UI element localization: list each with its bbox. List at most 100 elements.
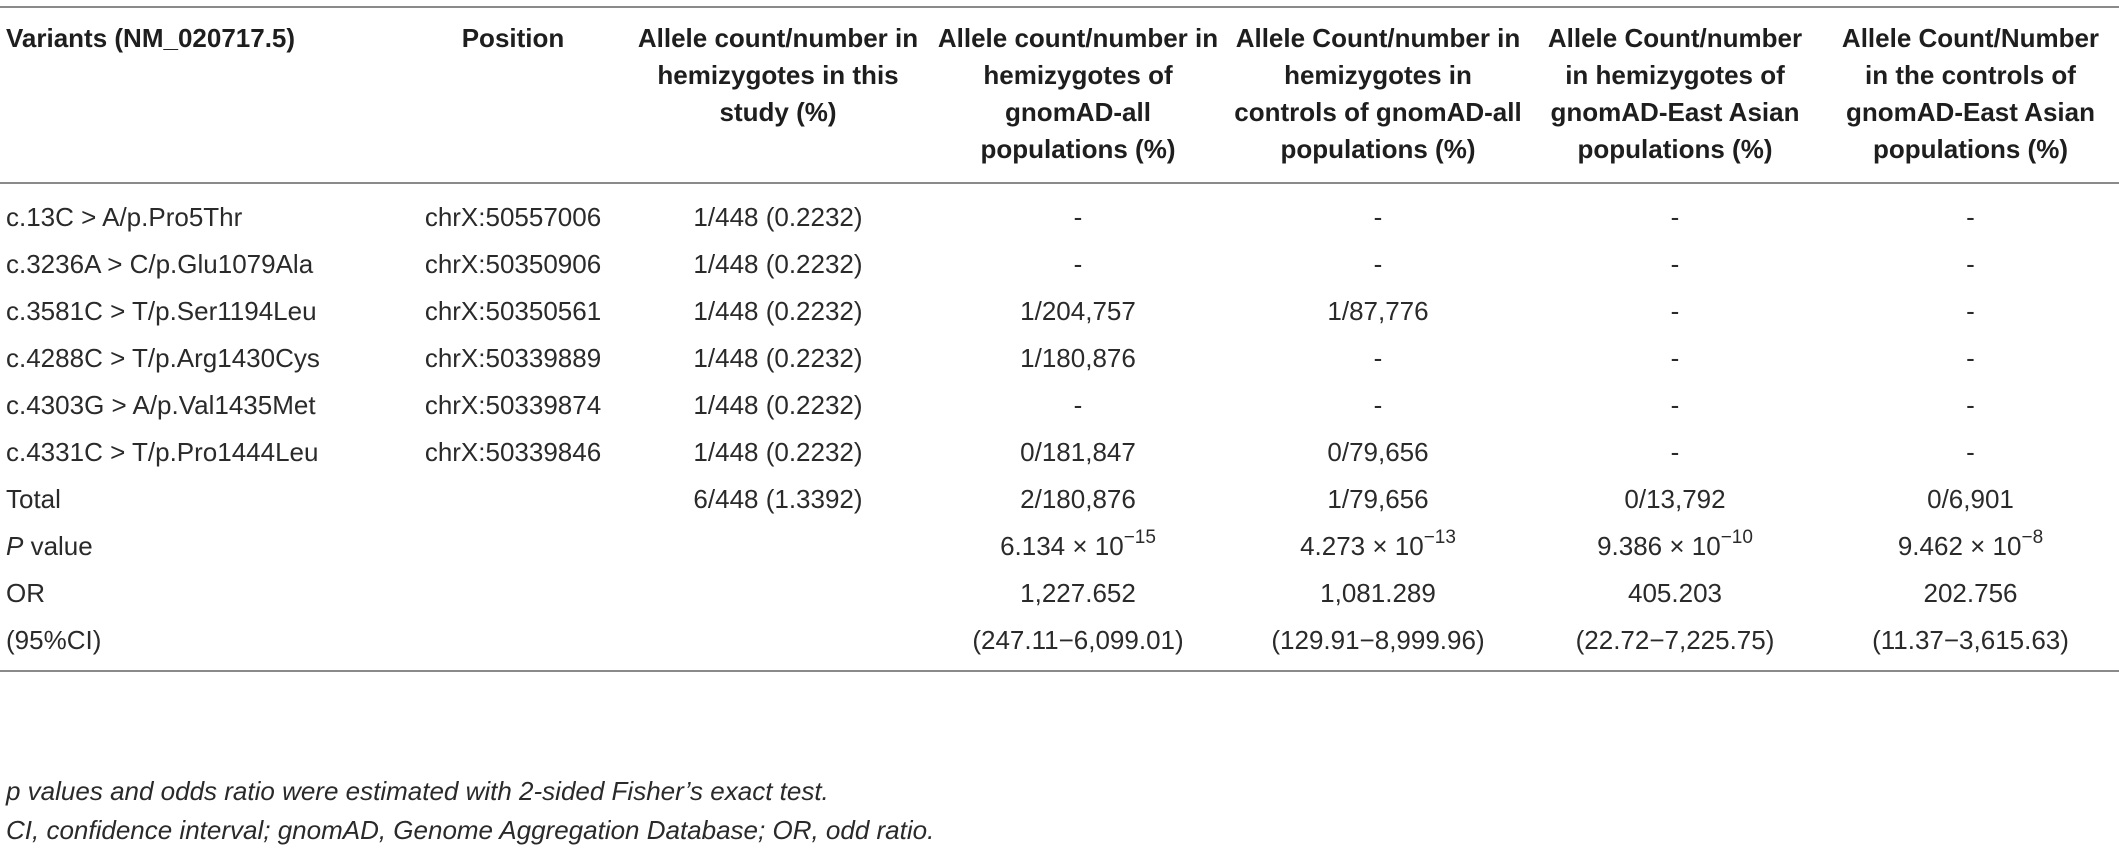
gnomad-all-controls-cell: -	[1373, 249, 1383, 279]
table-row: c.4288C > T/p.Arg1430Cys chrX:50339889 1…	[0, 335, 2119, 382]
gnomad-all-controls-cell: 1/87,776	[1327, 296, 1429, 326]
p-value-base: 9.462 × 10	[1897, 531, 2022, 561]
gnomad-east-asian-controls-cell: -	[1966, 437, 1975, 467]
confidence-interval-cell: (247.11−6,099.01)	[972, 625, 1184, 655]
column-header-gnomad-all-controls: Allele Count/number in hemizygotes in co…	[1234, 23, 1522, 164]
gnomad-all-cell: 0/181,847	[1020, 437, 1136, 467]
position-cell: chrX:50350561	[424, 296, 602, 326]
confidence-interval-label: (95%CI)	[6, 625, 102, 655]
p-value-exponent: −10	[1720, 527, 1753, 549]
gnomad-all-cell: 1/204,757	[1020, 296, 1136, 326]
gnomad-east-asian-controls-cell: 0/6,901	[1927, 484, 2014, 514]
confidence-interval-row: (95%CI) (247.11−6,099.01) (129.91−8,999.…	[0, 617, 2119, 671]
variants-table: Variants (NM_020717.5) Position Allele c…	[0, 6, 2119, 672]
empty-cell	[628, 523, 928, 570]
confidence-interval-cell: (11.37−3,615.63)	[1872, 625, 2069, 655]
position-cell: chrX:50350906	[424, 249, 602, 279]
gnomad-all-controls-cell: -	[1373, 390, 1383, 420]
gnomad-all-controls-cell: -	[1373, 202, 1383, 232]
column-header-position: Position	[461, 23, 565, 53]
gnomad-east-asian-controls-cell: -	[1966, 296, 1975, 326]
position-cell: chrX:50557006	[424, 202, 602, 232]
gnomad-east-asian-cell: -	[1670, 249, 1680, 279]
column-header-gnomad-all: Allele count/number in hemizygotes of gn…	[937, 23, 1219, 164]
column-header-this-study: Allele count/number in hemizygotes in th…	[637, 23, 919, 127]
p-value-row: P value 6.134 × 10−15 4.273 × 10−13 9.38…	[0, 523, 2119, 570]
table-row: c.4331C > T/p.Pro1444Leu chrX:50339846 1…	[0, 429, 2119, 476]
this-study-cell: 1/448 (0.2232)	[693, 296, 863, 326]
variant-cell: c.3581C > T/p.Ser1194Leu	[6, 296, 317, 326]
p-value-cell: 6.134 × 10−15	[928, 523, 1228, 570]
total-label: Total	[6, 484, 61, 514]
gnomad-all-controls-cell: 1/79,656	[1327, 484, 1429, 514]
table-header: Variants (NM_020717.5) Position Allele c…	[0, 7, 2119, 183]
p-value-exponent: −15	[1123, 527, 1156, 549]
empty-cell	[398, 617, 628, 671]
table-body: c.13C > A/p.Pro5Thr chrX:50557006 1/448 …	[0, 183, 2119, 671]
odds-ratio-row: OR 1,227.652 1,081.289 405.203 202.756	[0, 570, 2119, 617]
p-value-base: 6.134 × 10	[1000, 531, 1124, 561]
position-cell: chrX:50339874	[424, 390, 602, 420]
gnomad-all-cell: -	[1073, 390, 1083, 420]
table-row: c.3581C > T/p.Ser1194Leu chrX:50350561 1…	[0, 288, 2119, 335]
gnomad-east-asian-controls-cell: -	[1966, 202, 1975, 232]
this-study-cell: 1/448 (0.2232)	[693, 249, 863, 279]
gnomad-east-asian-controls-cell: -	[1966, 390, 1975, 420]
p-value-cell: 9.386 × 10−10	[1528, 523, 1822, 570]
variant-cell: c.3236A > C/p.Glu1079Ala	[6, 249, 314, 279]
gnomad-east-asian-cell: -	[1670, 390, 1680, 420]
column-header-gnomad-east-asian: Allele Count/number in hemizygotes of gn…	[1547, 23, 1803, 164]
gnomad-east-asian-controls-cell: -	[1966, 249, 1975, 279]
variant-cell: c.13C > A/p.Pro5Thr	[6, 202, 243, 232]
table-row: c.4303G > A/p.Val1435Met chrX:50339874 1…	[0, 382, 2119, 429]
variant-cell: c.4303G > A/p.Val1435Met	[6, 390, 316, 420]
gnomad-all-cell: -	[1073, 202, 1083, 232]
gnomad-east-asian-controls-cell: -	[1966, 343, 1975, 373]
empty-cell	[398, 570, 628, 617]
p-value-label: P value	[0, 523, 398, 570]
gnomad-east-asian-cell: -	[1670, 202, 1680, 232]
gnomad-east-asian-cell: 0/13,792	[1624, 484, 1726, 514]
odds-ratio-cell: 1,227.652	[1020, 578, 1136, 608]
gnomad-all-controls-cell: 0/79,656	[1327, 437, 1429, 467]
gnomad-all-cell: -	[1073, 249, 1083, 279]
p-value-cell: 4.273 × 10−13	[1228, 523, 1528, 570]
odds-ratio-cell: 202.756	[1923, 578, 2018, 608]
p-value-cell: 9.462 × 10−8	[1822, 523, 2119, 570]
this-study-cell: 1/448 (0.2232)	[693, 437, 863, 467]
variant-cell: c.4331C > T/p.Pro1444Leu	[6, 437, 319, 467]
empty-cell	[628, 617, 928, 671]
gnomad-east-asian-cell: -	[1670, 296, 1680, 326]
gnomad-all-controls-cell: -	[1373, 343, 1383, 373]
total-row: Total 6/448 (1.3392) 2/180,876 1/79,656 …	[0, 476, 2119, 523]
position-cell	[398, 476, 628, 523]
p-value-exponent: −8	[2021, 527, 2044, 549]
position-cell: chrX:50339889	[424, 343, 602, 373]
empty-cell	[628, 570, 928, 617]
p-value-base: 4.273 × 10	[1300, 531, 1424, 561]
odds-ratio-cell: 1,081.289	[1320, 578, 1436, 608]
confidence-interval-cell: (129.91−8,999.96)	[1271, 625, 1485, 655]
odds-ratio-cell: 405.203	[1628, 578, 1722, 608]
gnomad-east-asian-cell: -	[1670, 437, 1680, 467]
p-value-label-p: P	[6, 531, 24, 561]
this-study-cell: 1/448 (0.2232)	[693, 202, 863, 232]
empty-cell	[398, 523, 628, 570]
column-header-variants: Variants (NM_020717.5)	[6, 23, 296, 53]
odds-ratio-label: OR	[6, 578, 45, 608]
this-study-cell: 6/448 (1.3392)	[693, 484, 863, 514]
footnote-abbreviations: CI, confidence interval; gnomAD, Genome …	[6, 815, 935, 845]
gnomad-east-asian-cell: -	[1670, 343, 1680, 373]
gnomad-all-cell: 1/180,876	[1020, 343, 1136, 373]
this-study-cell: 1/448 (0.2232)	[693, 390, 863, 420]
variant-cell: c.4288C > T/p.Arg1430Cys	[6, 343, 320, 373]
this-study-cell: 1/448 (0.2232)	[693, 343, 863, 373]
position-cell: chrX:50339846	[424, 437, 602, 467]
column-header-gnomad-east-asian-controls: Allele Count/Number in the controls of g…	[1841, 23, 2100, 164]
header-row: Variants (NM_020717.5) Position Allele c…	[0, 7, 2119, 183]
p-value-label-rest: value	[23, 531, 93, 561]
footnote-statistics: p values and odds ratio were estimated w…	[6, 776, 829, 806]
table-footnotes: p values and odds ratio were estimated w…	[6, 772, 934, 850]
p-value-base: 9.386 × 10	[1597, 531, 1721, 561]
